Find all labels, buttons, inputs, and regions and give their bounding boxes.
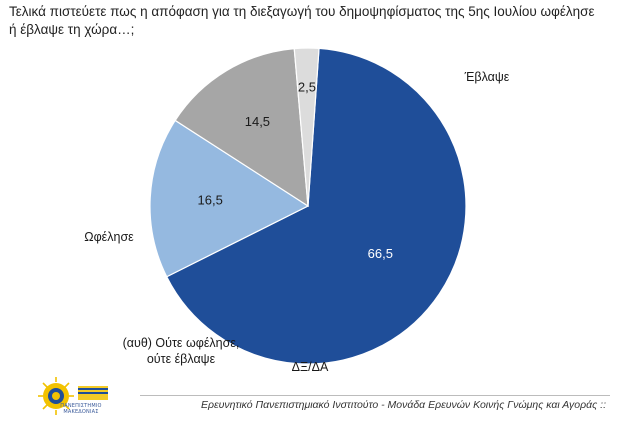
- slice-value-label: 14,5: [245, 114, 270, 129]
- logo-caption: ΠΑΝΕΠΙΣΤΗΜΙΟ ΜΑΚΕΔΟΝΙΑΣ: [60, 403, 102, 415]
- footer-divider: [140, 395, 610, 396]
- university-logo: [38, 377, 108, 415]
- slice-category-label: Έβλαψε: [464, 70, 510, 84]
- slice-category-label: Ωφέλησε: [84, 230, 134, 244]
- pie-slice-4: [293, 47, 320, 207]
- pie-slice-1: [165, 47, 467, 365]
- slice-value-label: 2,5: [298, 80, 316, 95]
- slice-value-label: 16,5: [198, 193, 223, 208]
- chart-title: Τελικά πιστεύετε πως η απόφαση για τη δι…: [9, 4, 595, 37]
- sun-emblem-icon: [38, 377, 74, 415]
- pie-slice-2: [149, 119, 310, 278]
- slice-value-label: 66,5: [368, 246, 393, 261]
- slice-category-label: ΔΞ/ΔΑ: [292, 360, 329, 374]
- footer-text: Ερευνητικό Πανεπιστημιακό Ινστιτούτο - Μ…: [200, 399, 606, 411]
- slice-category-label: (αυθ) Ούτε ωφέλησε, ούτε έβλαψε: [123, 336, 240, 366]
- pie-slice-3: [174, 47, 309, 208]
